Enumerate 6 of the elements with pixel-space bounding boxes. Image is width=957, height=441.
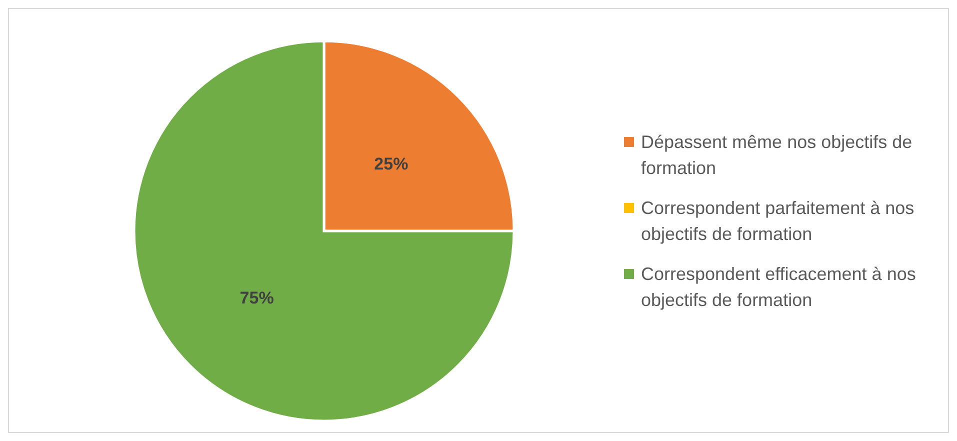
pie-slice — [132, 40, 516, 422]
legend-label: Correspondent parfaitement à nos objectifs de formation — [641, 197, 916, 246]
legend-label: Correspondent efficacement à nos objectifs de formation — [641, 263, 917, 312]
data-label: 25% — [374, 154, 408, 174]
data-label: 75% — [240, 288, 274, 308]
legend-label: Dépassent même nos objectifs de formation — [641, 131, 914, 180]
